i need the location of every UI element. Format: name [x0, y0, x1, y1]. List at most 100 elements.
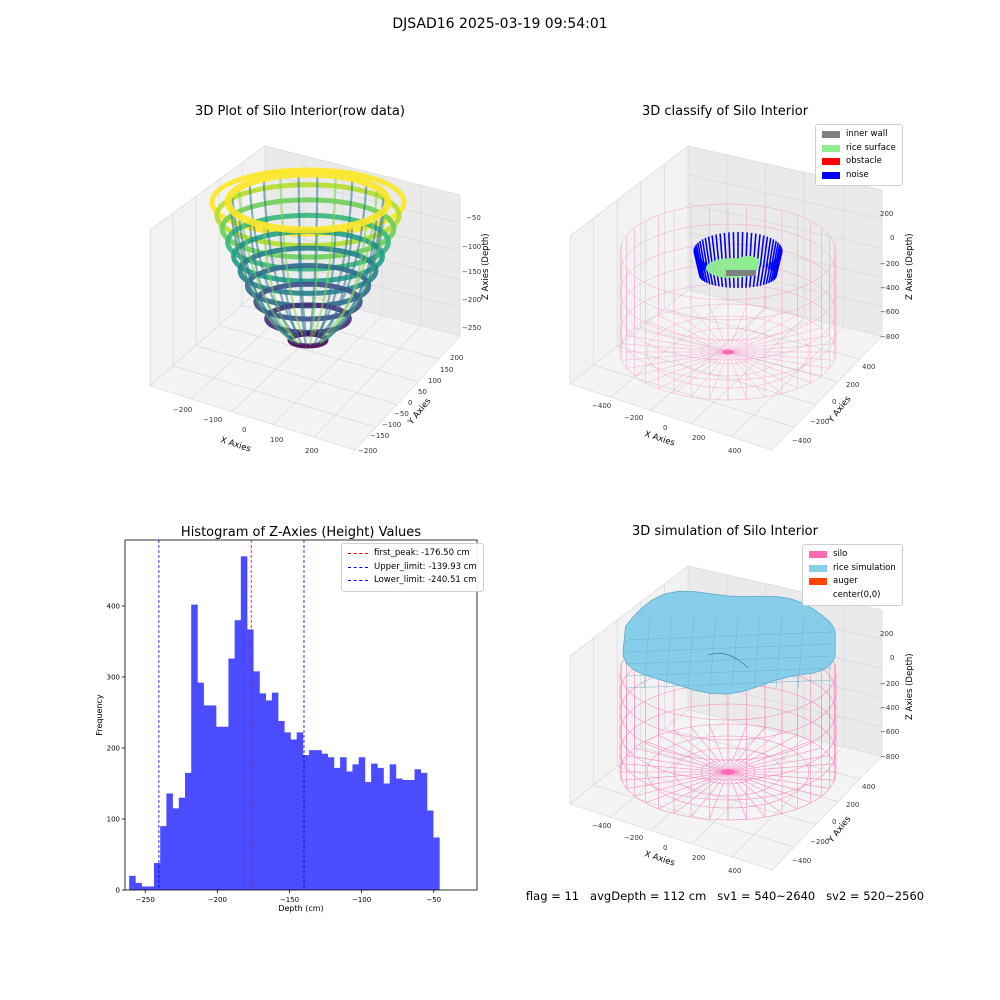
x-tick-label: −200	[208, 896, 227, 904]
pane-grid-line	[687, 174, 883, 220]
sim-xtick: 200	[692, 854, 705, 862]
histogram-bar	[327, 757, 335, 890]
rice-surface-points	[736, 256, 760, 268]
noise-point-strip	[695, 244, 703, 273]
histogram-bar	[135, 882, 142, 890]
obstacle-swatch	[822, 158, 840, 166]
rice-simulation-surface	[622, 590, 836, 695]
surface-mesh-line	[643, 617, 651, 689]
noise-swatch	[822, 171, 840, 179]
raw-ytick: −150	[370, 432, 389, 440]
noise-point-strip	[697, 242, 705, 272]
cls-xtick: 400	[728, 447, 741, 455]
surface-dip	[707, 652, 749, 669]
surface-scan-line	[308, 176, 319, 336]
cls-xtick: 0	[663, 424, 667, 432]
sim-ztick: −400	[880, 704, 899, 712]
cls-ztick: −600	[880, 308, 899, 316]
histogram-bar	[383, 783, 391, 890]
raw-3d-plot: −200 −100 0 100 200 200 150 100 50 0 −50…	[149, 145, 490, 455]
histogram-bar	[371, 763, 378, 890]
histogram-bar	[321, 753, 328, 890]
legend-label: inner wall	[846, 129, 888, 139]
raw-ztick: −50	[466, 214, 481, 222]
legend-item-rice-surface: rice surface	[822, 142, 896, 156]
cls-ytick: 0	[832, 398, 836, 406]
legend-item-upper-limit: Upper_limit: -139.93 cm	[348, 561, 477, 575]
cls-ytick: 200	[846, 381, 859, 389]
histogram-bar	[222, 726, 229, 890]
pane-grid-line	[731, 326, 844, 438]
rice-simulation-swatch	[809, 564, 827, 572]
noise-point-strip	[701, 239, 709, 270]
raw-ytick: 150	[440, 366, 453, 374]
histogram-bar	[141, 886, 149, 890]
histogram-bar	[420, 772, 428, 890]
histogram-bar	[271, 692, 279, 890]
legend-label: rice surface	[846, 142, 896, 153]
center-marker	[721, 769, 735, 775]
legend-label: obstacle	[846, 156, 882, 166]
surface-mesh-line	[753, 617, 761, 689]
noise-point-strip	[770, 240, 777, 271]
surface-contour	[253, 281, 363, 322]
pane-grid-line	[272, 315, 383, 425]
histogram-bar	[166, 793, 173, 890]
pane-grid-line	[172, 365, 377, 428]
surface-rim	[224, 170, 392, 234]
noise-point-strip	[762, 236, 769, 268]
surface-scan-line	[308, 227, 319, 346]
legend-item-lower-limit: Lower_limit: -240.51 cm	[348, 574, 477, 588]
figure-title: DJSAD16 2025-03-19 09:54:01	[392, 16, 608, 32]
histogram-legend: first_peak: -176.50 cm Upper_limit: -139…	[341, 543, 484, 592]
raw-xtick: −200	[173, 406, 192, 414]
sim-zlabel: Z Axies (Depth)	[905, 653, 915, 720]
surface-mesh-line	[687, 617, 695, 689]
histogram-bar	[309, 750, 316, 890]
surface-mesh-line	[797, 617, 805, 689]
histogram-bar	[340, 757, 347, 890]
histogram-bar	[247, 629, 254, 890]
simulation-plot-title: 3D simulation of Silo Interior	[632, 524, 818, 539]
sim-ytick: −200	[810, 838, 829, 846]
surface-mesh-line	[709, 617, 717, 689]
histogram-bar	[216, 726, 223, 890]
legend-item-inner-wall: inner wall	[822, 128, 896, 142]
cls-xlabel: X Axies	[643, 429, 676, 448]
sim-xlabel: X Axies	[643, 849, 676, 868]
sim-ztick: −200	[880, 680, 899, 688]
surface-mesh-line	[775, 617, 783, 689]
histogram-bar	[191, 604, 198, 890]
noise-point-strip	[775, 247, 783, 275]
surface-mesh-line	[625, 679, 833, 689]
x-tick-label: −250	[136, 896, 155, 904]
surface-scan-line	[322, 195, 385, 340]
histogram-bar	[209, 705, 217, 890]
surface-contour	[219, 197, 397, 260]
legend-item-auger: auger	[809, 575, 896, 589]
pane-grid-line	[640, 747, 839, 802]
cls-ytick: −200	[810, 418, 829, 426]
histogram-bar	[240, 556, 248, 890]
raw-xtick: 100	[270, 436, 283, 444]
sim-ytick: 0	[832, 818, 836, 826]
noise-point-strip	[693, 247, 701, 275]
legend-label: Lower_limit: -240.51 cm	[374, 575, 477, 585]
histogram-bar	[234, 620, 242, 890]
legend-label: center(0,0)	[833, 589, 881, 600]
noise-point-strip	[759, 264, 765, 286]
pane-grid-line	[690, 317, 805, 424]
histogram-bar	[259, 693, 266, 890]
surface-scan-line	[279, 177, 304, 336]
legend-label: noise	[846, 169, 869, 180]
hist-xlabel: Depth (cm)	[278, 904, 323, 913]
classify-legend: inner wall rice surface obstacle noise	[815, 124, 903, 186]
histogram-bar	[160, 826, 167, 890]
pane-grid-line	[593, 784, 795, 848]
histogram-bar	[433, 837, 440, 890]
raw-ztick: −200	[462, 296, 481, 304]
cls-xtick: 200	[692, 434, 705, 442]
cls-zlabel: Z Axies (Depth)	[905, 233, 915, 300]
surface-scan-line	[312, 177, 337, 336]
classify-plot-title: 3D classify of Silo Interior	[641, 104, 809, 119]
